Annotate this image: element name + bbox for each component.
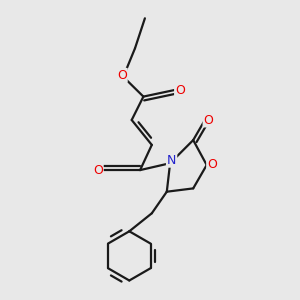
Text: O: O <box>117 69 127 82</box>
Text: O: O <box>93 164 103 177</box>
Text: O: O <box>204 113 213 127</box>
Text: N: N <box>167 154 176 167</box>
Text: O: O <box>207 158 217 172</box>
Text: O: O <box>175 83 185 97</box>
